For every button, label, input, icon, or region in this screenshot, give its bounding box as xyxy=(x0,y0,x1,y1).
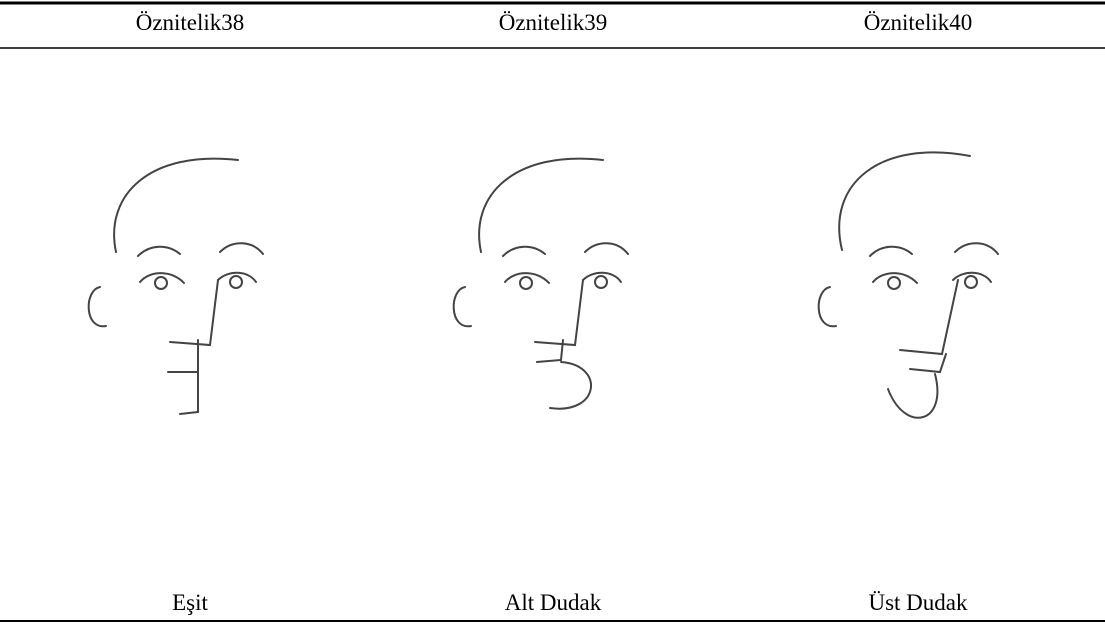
header-cell: Öznitelik40 xyxy=(864,10,973,35)
face-drawing xyxy=(87,157,264,415)
label-cell: Eşit xyxy=(172,590,208,615)
header-cell: Öznitelik39 xyxy=(499,10,608,35)
label-cell: Üst Dudak xyxy=(868,590,968,615)
face-drawing xyxy=(817,151,999,419)
face-drawing xyxy=(452,157,629,410)
label-cell: Alt Dudak xyxy=(505,590,602,615)
header-cell: Öznitelik38 xyxy=(136,10,245,35)
